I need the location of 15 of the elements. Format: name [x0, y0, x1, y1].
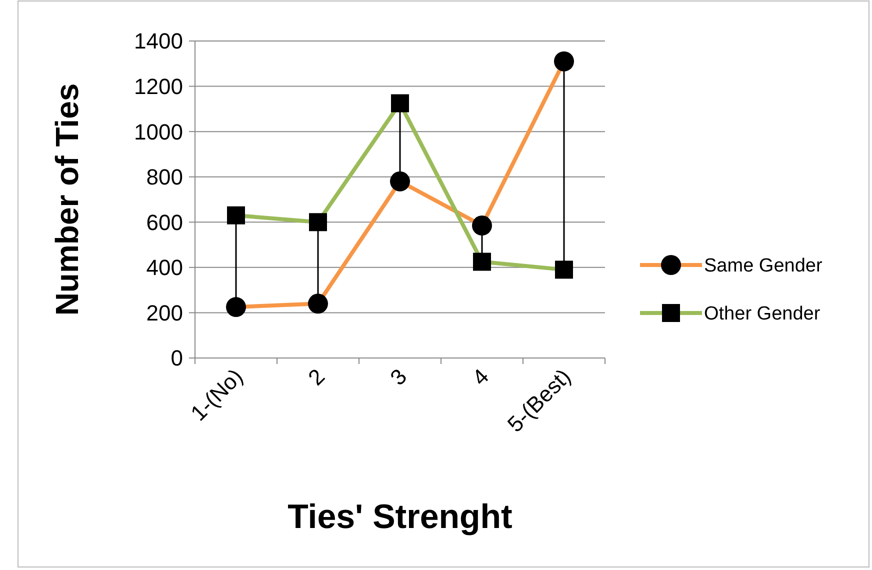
y-tick-label: 1400 [134, 28, 183, 54]
y-axis-title: Number of Ties [49, 83, 85, 316]
y-tick-label: 1200 [134, 74, 183, 99]
x-tick-label: 3 [385, 364, 412, 390]
x-tick-label: 4 [467, 364, 494, 390]
y-tick-label: 1000 [134, 119, 183, 144]
x-tick-label: 2 [303, 364, 330, 390]
legend-label: Other Gender [704, 304, 821, 325]
y-tick-label: 200 [146, 300, 183, 326]
y-tick-label: 0 [170, 346, 183, 371]
y-tick-label: 400 [146, 255, 183, 280]
y-tick-label: 600 [146, 210, 183, 235]
x-axis-title: Ties' Strenght [288, 498, 512, 536]
y-tick-label: 800 [146, 164, 183, 190]
legend-label: Same Gender [704, 256, 823, 277]
